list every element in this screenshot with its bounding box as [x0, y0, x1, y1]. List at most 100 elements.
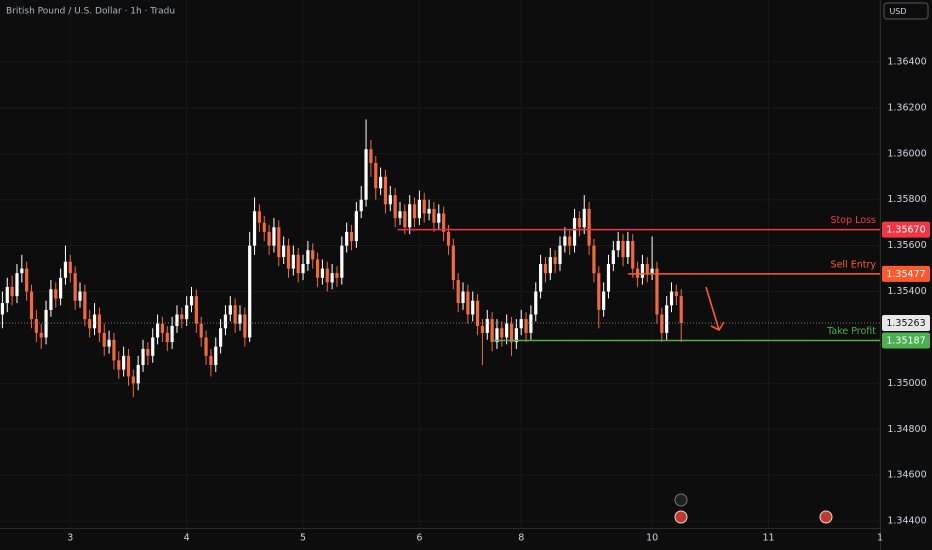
candle-body: [650, 268, 654, 274]
candle-body: [606, 264, 611, 292]
flag-icon[interactable]: [674, 510, 688, 524]
candle-body: [442, 213, 446, 232]
candle-body: [640, 264, 645, 278]
candle-body: [180, 314, 184, 320]
candle-body: [301, 264, 305, 274]
candle-body: [165, 332, 169, 343]
last-price-label: 1.35263: [886, 318, 925, 329]
plot: [0, 119, 880, 398]
x-tick-label: 3: [67, 533, 73, 544]
candle-body: [558, 245, 562, 264]
candle-body: [29, 291, 34, 320]
candle-body: [359, 199, 363, 212]
candle-body: [97, 314, 101, 333]
candle-body: [238, 314, 242, 324]
y-tick-label: 1.35800: [887, 194, 926, 205]
y-tick-label: 1.34600: [887, 470, 926, 481]
candle-body: [519, 319, 523, 329]
candle-body: [155, 323, 160, 338]
candle-body: [437, 213, 441, 223]
candle-body: [379, 176, 383, 189]
candle-body: [529, 314, 533, 333]
candle-body: [209, 355, 213, 366]
candle-body: [611, 250, 615, 264]
candle-body: [349, 231, 354, 242]
candle-body: [364, 149, 368, 200]
candle-body: [451, 245, 455, 281]
candle-body: [432, 208, 436, 223]
candle-body: [311, 250, 315, 260]
candle-body: [54, 289, 58, 299]
candle-body: [471, 300, 475, 315]
candle-body: [383, 176, 388, 205]
candle-body: [223, 314, 228, 329]
candle-body: [456, 280, 460, 304]
y-tick-label: 1.35000: [887, 378, 926, 389]
currency-box[interactable]: [883, 2, 929, 20]
candle-body: [485, 319, 489, 333]
candle-body: [175, 314, 179, 326]
candle-body: [480, 325, 485, 333]
candle-body: [597, 273, 601, 310]
candle-body: [422, 199, 426, 214]
candle-body: [306, 250, 310, 264]
candle-body: [563, 236, 567, 246]
candle-body: [660, 314, 664, 333]
candle-body: [354, 211, 358, 242]
candle-body: [257, 211, 261, 223]
candle-body: [587, 208, 591, 246]
candle-body: [286, 245, 291, 269]
y-tick-label: 1.35400: [887, 286, 926, 297]
candle-body: [151, 337, 155, 356]
x-tick-label: 8: [518, 533, 524, 544]
candle-body: [68, 261, 72, 274]
flag-icon[interactable]: [819, 510, 833, 524]
candle-body: [655, 268, 659, 315]
candle-body: [78, 291, 82, 301]
level-value-box: [882, 332, 930, 349]
y-tick-label: 1.35600: [887, 240, 926, 251]
candle-body: [374, 162, 378, 189]
candle-body: [267, 231, 271, 246]
candle-body: [291, 254, 295, 269]
candle-body: [320, 268, 325, 278]
candle-body: [248, 245, 252, 338]
candle-body: [44, 309, 48, 338]
candle-body: [141, 348, 145, 366]
candle-body: [136, 365, 140, 384]
candle-body: [73, 273, 77, 301]
candle-body: [461, 291, 465, 304]
candle-body: [674, 291, 678, 297]
down-arrow: [705, 286, 725, 332]
candle-body: [398, 211, 402, 219]
candle-body: [296, 254, 300, 274]
candle-body: [39, 332, 43, 338]
candle-body: [194, 296, 198, 324]
candle-body: [126, 355, 131, 377]
candle-body: [475, 300, 480, 326]
event-icon[interactable]: [674, 493, 688, 507]
candle-body: [170, 325, 174, 343]
level-name: Take Profit: [826, 326, 876, 337]
candle-body: [669, 291, 674, 306]
x-tick-label: 10: [646, 533, 658, 544]
level-value-label: 1.35670: [886, 225, 925, 236]
candle-body: [34, 319, 38, 333]
candle-body: [49, 289, 53, 310]
y-tick-label: 1.36000: [887, 148, 926, 159]
candle-body: [568, 236, 572, 246]
candle-body: [412, 204, 417, 219]
candle-body: [631, 241, 635, 269]
candle-body: [539, 264, 543, 292]
candle-body: [5, 286, 9, 304]
y-tick-label: 1.36400: [887, 56, 926, 67]
candle-body: [393, 195, 397, 219]
last-price-box: [882, 314, 930, 331]
x-tick-label: 6: [416, 533, 422, 544]
candle-body: [509, 323, 514, 343]
candle-body: [122, 355, 126, 370]
candle-body: [63, 261, 68, 278]
level-value-box: [882, 265, 930, 282]
